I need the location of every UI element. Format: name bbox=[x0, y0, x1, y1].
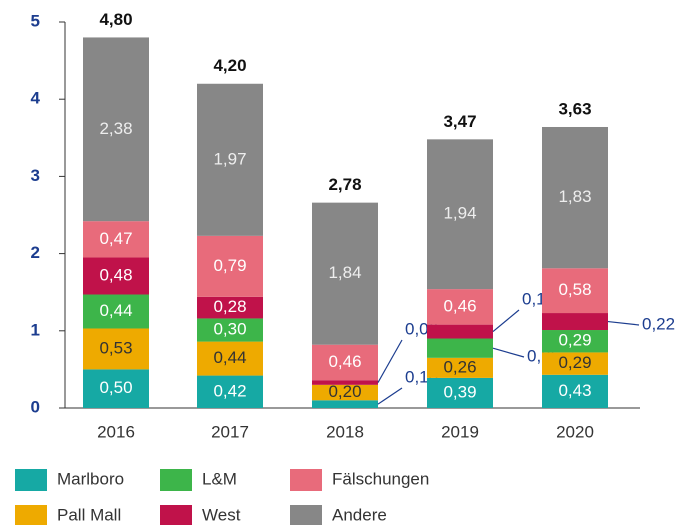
total-label: 3,47 bbox=[443, 112, 476, 131]
value-label: 0,29 bbox=[558, 353, 591, 372]
value-label: 0,39 bbox=[443, 382, 476, 401]
value-label: 0,58 bbox=[558, 280, 591, 299]
bar-segment bbox=[83, 294, 149, 329]
bar-segment bbox=[542, 374, 608, 408]
value-label: 0,46 bbox=[328, 352, 361, 371]
legend-swatch bbox=[15, 505, 47, 525]
value-label: 0,47 bbox=[99, 229, 132, 248]
value-label: 0,26 bbox=[443, 357, 476, 376]
legend-label: Marlboro bbox=[57, 469, 124, 488]
value-label: 0,30 bbox=[213, 320, 246, 339]
value-label: 0,79 bbox=[213, 256, 246, 275]
value-label: 0,29 bbox=[558, 331, 591, 350]
value-label: 0,28 bbox=[213, 297, 246, 316]
legend-swatch bbox=[290, 469, 322, 491]
leader-line bbox=[492, 347, 525, 358]
y-tick-label: 0 bbox=[31, 397, 40, 416]
y-tick-label: 2 bbox=[31, 243, 40, 262]
x-tick-label: 2020 bbox=[556, 422, 594, 441]
bar-segment bbox=[312, 344, 378, 381]
leader-line bbox=[377, 339, 403, 383]
leader-line bbox=[492, 309, 520, 333]
bar-segment bbox=[197, 235, 263, 297]
legend-label: L&M bbox=[202, 469, 237, 488]
value-label: 1,94 bbox=[443, 204, 476, 223]
legend-label: Pall Mall bbox=[57, 505, 121, 524]
bar-segment bbox=[83, 37, 149, 222]
legend-label: Andere bbox=[332, 505, 387, 524]
bar-segment bbox=[312, 202, 378, 345]
value-label: 0,44 bbox=[99, 301, 132, 320]
legend-label: West bbox=[202, 505, 241, 524]
bar-segment bbox=[542, 330, 608, 353]
bar-segment bbox=[83, 257, 149, 295]
leader-line bbox=[377, 387, 403, 405]
bar-segment bbox=[427, 324, 493, 339]
bar-segment bbox=[427, 289, 493, 325]
value-label: 0,20 bbox=[328, 382, 361, 401]
bar-segment bbox=[312, 400, 378, 408]
bar-segment bbox=[197, 296, 263, 319]
y-tick-label: 4 bbox=[31, 89, 41, 108]
x-tick-label: 2016 bbox=[97, 422, 135, 441]
value-label: 0,53 bbox=[99, 338, 132, 357]
value-label: 0,50 bbox=[99, 378, 132, 397]
value-label: 1,97 bbox=[213, 149, 246, 168]
value-label: 0,48 bbox=[99, 265, 132, 284]
total-label: 4,20 bbox=[213, 56, 246, 75]
x-tick-label: 2018 bbox=[326, 422, 364, 441]
leader-line bbox=[607, 320, 640, 326]
total-label: 4,80 bbox=[99, 10, 132, 29]
total-label: 3,63 bbox=[558, 99, 591, 118]
legend-swatch bbox=[15, 469, 47, 491]
value-label: 1,84 bbox=[328, 263, 361, 282]
bar-segment bbox=[542, 268, 608, 314]
total-label: 2,78 bbox=[328, 175, 361, 194]
bar-segment bbox=[83, 221, 149, 258]
legend-label: Fälschungen bbox=[332, 469, 429, 488]
bar-segment bbox=[197, 318, 263, 342]
legend-swatch bbox=[160, 469, 192, 491]
value-label: 0,46 bbox=[443, 296, 476, 315]
bar-segment bbox=[197, 341, 263, 376]
value-label: 0,44 bbox=[213, 348, 246, 367]
bar-segment bbox=[83, 369, 149, 408]
bar-segment bbox=[427, 139, 493, 290]
bar-segment bbox=[312, 380, 378, 385]
bar-segment bbox=[312, 384, 378, 401]
legend-swatch bbox=[160, 505, 192, 525]
bar-segment bbox=[83, 328, 149, 370]
bar-segment bbox=[542, 126, 608, 269]
bar-segment bbox=[427, 357, 493, 378]
bar-segment bbox=[197, 83, 263, 236]
bar-segment bbox=[542, 352, 608, 375]
x-tick-label: 2019 bbox=[441, 422, 479, 441]
y-tick-label: 1 bbox=[31, 320, 40, 339]
value-label: 0,43 bbox=[558, 381, 591, 400]
bar-segment bbox=[427, 377, 493, 408]
y-tick-label: 5 bbox=[31, 11, 40, 30]
value-label: 0,22 bbox=[642, 314, 675, 333]
bar-segment bbox=[542, 313, 608, 331]
bar-segment bbox=[197, 375, 263, 408]
legend-swatch bbox=[290, 505, 322, 525]
value-label: 1,83 bbox=[558, 187, 591, 206]
x-tick-label: 2017 bbox=[211, 422, 249, 441]
bar-segment bbox=[427, 338, 493, 358]
value-label: 0,42 bbox=[213, 381, 246, 400]
value-label: 2,38 bbox=[99, 119, 132, 138]
y-tick-label: 3 bbox=[31, 166, 40, 185]
